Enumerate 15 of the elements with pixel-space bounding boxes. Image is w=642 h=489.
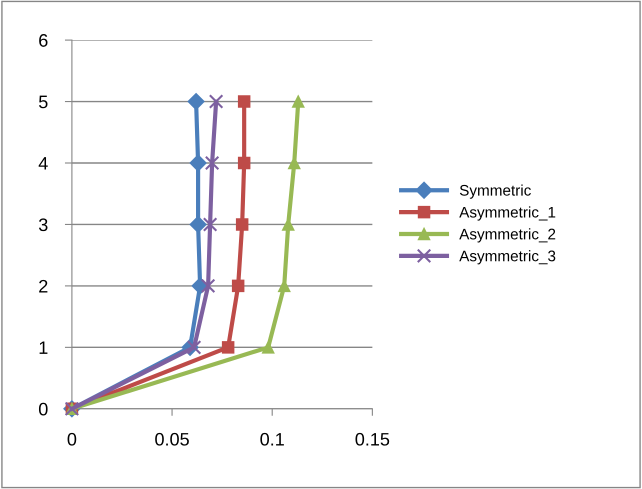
legend-label: Asymmetric_1 <box>459 206 556 221</box>
y-tick-label: 1 <box>40 341 48 354</box>
x-tick-label: 0 <box>68 432 76 446</box>
x-tick-label: 0.05 <box>155 432 189 446</box>
y-tick-label: 3 <box>38 218 48 232</box>
x-tick-label: 0.1 <box>260 432 284 446</box>
legend-label: Asymmetric_3 <box>459 250 556 264</box>
y-tick-label: 0 <box>38 402 48 416</box>
legend-label: Symmetric <box>460 184 531 199</box>
y-tick-label: 5 <box>38 96 48 108</box>
y-tick-label: 2 <box>39 280 48 292</box>
legend-label: Asymmetric_2 <box>459 228 556 243</box>
y-tick-label: 6 <box>39 34 48 47</box>
x-tick-label: 0.15 <box>355 432 390 446</box>
y-tick-label: 4 <box>38 157 48 170</box>
